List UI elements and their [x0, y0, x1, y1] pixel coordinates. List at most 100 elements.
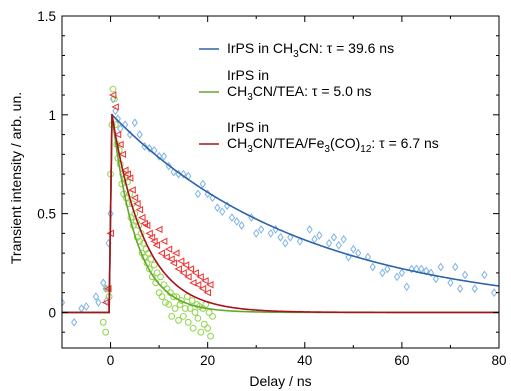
- data-point: [296, 236, 304, 246]
- data-point: [201, 277, 209, 285]
- data-point: [114, 114, 121, 124]
- data-point: [135, 205, 144, 214]
- data-point: [191, 309, 199, 316]
- data-point: [117, 124, 124, 134]
- data-point: [184, 318, 192, 326]
- y-tick-label: 0.5: [37, 207, 56, 222]
- data-point: [194, 189, 202, 199]
- data-point: [282, 238, 289, 248]
- legend-label: CH3CN/TEA/Fe3(CO)12: τ = 6.7 ns: [227, 135, 439, 155]
- data-point: [179, 312, 187, 320]
- data-point: [311, 234, 318, 244]
- data-point: [205, 309, 213, 316]
- data-point: [204, 324, 212, 332]
- legend-label: IrPS in CH3CN: τ = 39.6 ns: [227, 40, 394, 60]
- plot-area: [62, 85, 499, 340]
- data-point: [369, 262, 376, 272]
- data-point: [157, 273, 164, 281]
- data-point: [403, 282, 410, 292]
- data-point: [128, 186, 136, 194]
- data-point: [155, 289, 163, 297]
- x-axis: 0 20 40 60 80: [61, 16, 507, 368]
- data-point: [181, 261, 190, 269]
- x-axis-label: Delay / ns: [249, 373, 311, 389]
- series-points-ch3cn: [62, 94, 498, 327]
- data-point: [147, 233, 156, 242]
- data-point: [124, 178, 131, 186]
- data-point: [109, 85, 117, 93]
- data-point: [111, 95, 118, 103]
- data-point: [165, 301, 173, 308]
- x-tick-label: 80: [491, 353, 506, 368]
- data-point: [130, 194, 139, 202]
- series-points-ch3cn-tea-fe: [101, 91, 214, 307]
- data-point: [181, 305, 189, 312]
- data-point: [138, 213, 146, 222]
- data-point: [200, 320, 208, 328]
- data-point: [125, 174, 134, 182]
- data-point: [228, 213, 236, 222]
- data-point: [116, 140, 124, 149]
- data-point: [155, 151, 163, 161]
- data-point: [267, 229, 274, 238]
- data-point: [92, 292, 100, 301]
- y-tick-label: 1: [48, 108, 56, 123]
- data-point: [287, 232, 294, 242]
- data-point: [157, 249, 165, 257]
- data-point: [170, 293, 178, 301]
- data-point: [184, 273, 192, 281]
- data-point: [146, 144, 153, 153]
- data-point: [83, 302, 90, 311]
- data-point: [108, 91, 117, 99]
- data-point: [62, 298, 66, 307]
- data-point: [447, 278, 454, 288]
- data-point: [233, 217, 240, 226]
- data-point: [174, 265, 182, 273]
- data-point: [164, 245, 173, 253]
- data-point: [123, 170, 131, 178]
- data-point: [135, 222, 143, 229]
- data-point: [379, 268, 386, 278]
- y-axis-label: Transient intensity / arb. un.: [8, 92, 24, 264]
- data-point: [100, 278, 107, 288]
- data-point: [408, 264, 415, 274]
- x-tick-label: 60: [394, 353, 409, 368]
- data-point: [153, 269, 161, 277]
- data-point: [325, 238, 333, 248]
- data-point: [172, 249, 180, 257]
- data-point: [118, 150, 127, 159]
- data-point: [355, 248, 362, 258]
- data-point: [186, 305, 194, 312]
- data-point: [330, 232, 338, 242]
- data-point: [111, 103, 119, 111]
- data-point: [427, 268, 435, 278]
- data-point: [491, 288, 498, 298]
- data-point: [457, 284, 464, 294]
- data-point: [393, 272, 401, 282]
- data-point: [167, 255, 175, 263]
- fit-curves: [62, 114, 499, 314]
- y-tick-label: 0: [48, 305, 56, 320]
- data-point: [171, 305, 179, 312]
- data-point: [78, 304, 85, 313]
- data-point: [198, 285, 207, 293]
- plot-marks: [62, 85, 499, 340]
- data-point: [277, 232, 284, 242]
- data-point: [306, 225, 313, 234]
- data-point: [197, 328, 205, 336]
- data-point: [186, 265, 195, 273]
- data-point: [121, 166, 129, 174]
- data-points: [62, 85, 498, 340]
- data-point: [175, 316, 182, 324]
- data-point: [206, 281, 214, 289]
- legend-entry-ch3cn: IrPS in CH3CN: τ = 39.6 ns: [199, 40, 394, 60]
- data-point: [238, 221, 245, 230]
- data-point: [162, 299, 169, 306]
- data-point: [481, 270, 488, 280]
- data-point: [196, 273, 204, 281]
- data-point: [113, 130, 122, 139]
- data-point: [150, 237, 158, 245]
- data-point: [71, 317, 78, 327]
- data-point: [461, 270, 469, 280]
